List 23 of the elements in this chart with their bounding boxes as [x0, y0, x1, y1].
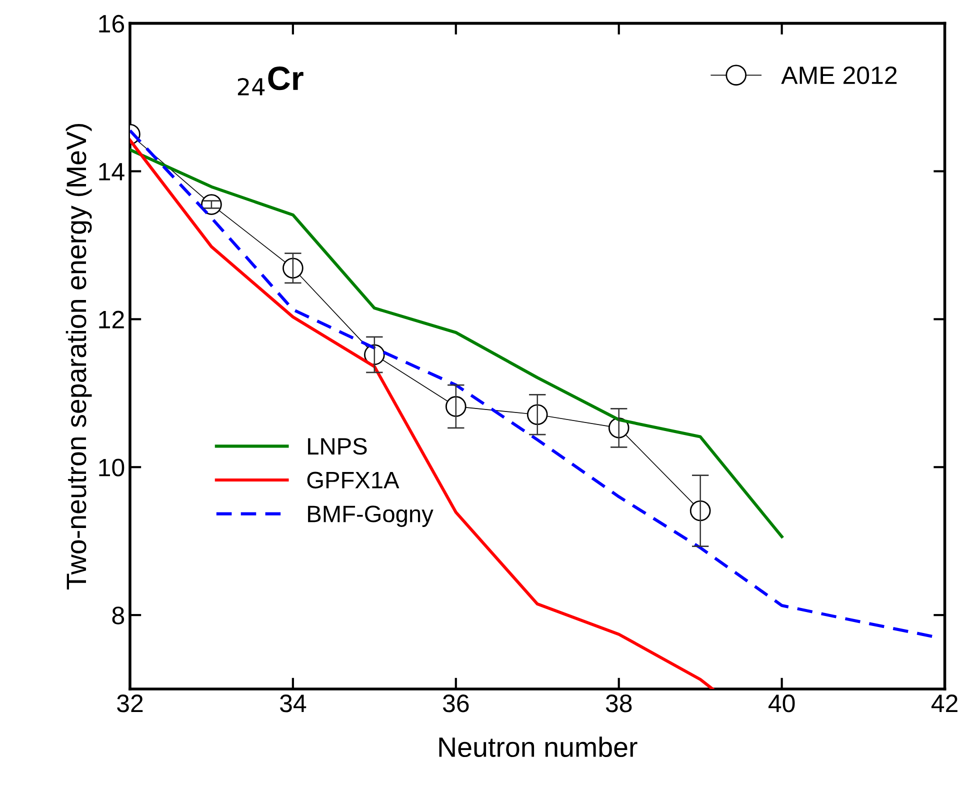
- legend-label: LNPS: [308, 438, 367, 455]
- point: [445, 396, 466, 417]
- point: [282, 258, 304, 279]
- y-axis-title: Two-neutron separation energy (MeV): [66, 124, 92, 590]
- x-tick-label: 42: [931, 694, 958, 712]
- y-tick-label: 16: [99, 14, 124, 33]
- line-series: [130, 148, 784, 538]
- y-tick-label: 12: [99, 310, 124, 328]
- x-tick-label: 38: [606, 694, 632, 712]
- point: [690, 500, 711, 522]
- legend-label: BMF-Gogny: [308, 506, 434, 527]
- y-tick-label: 8: [112, 606, 124, 624]
- y-tick-label: 14: [99, 163, 124, 180]
- x-axis-title: Neutron number: [439, 736, 638, 758]
- legend-label: AME 2012: [781, 66, 897, 84]
- x-tick-label: 40: [768, 694, 795, 712]
- x-tick-label: 36: [442, 694, 469, 712]
- x-tick-label: 32: [117, 694, 143, 712]
- x-tick-label: 34: [280, 694, 306, 712]
- legend-label: GPFX1A: [307, 472, 400, 488]
- y-tick-label: 10: [99, 458, 124, 476]
- point: [526, 404, 548, 426]
- annotation: $_{24}$Cr: [238, 66, 304, 96]
